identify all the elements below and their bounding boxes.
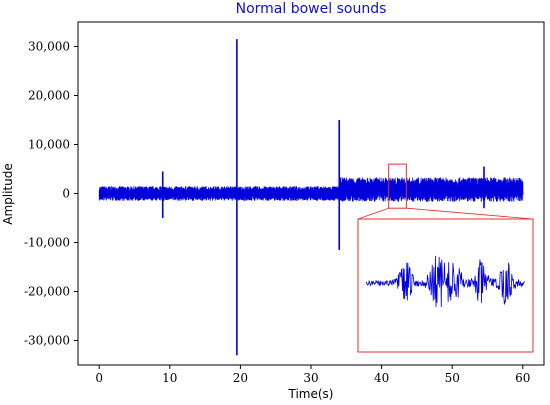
signal-line <box>98 177 524 202</box>
y-axis-label: Amplitude <box>1 163 15 225</box>
zoom-inset <box>357 207 534 353</box>
y-tick-label: 10,000 <box>28 138 70 152</box>
x-tick-label: 20 <box>233 371 248 385</box>
connector-line <box>406 207 534 220</box>
x-tick-label: 10 <box>162 371 177 385</box>
x-tick-label: 0 <box>95 371 103 385</box>
connector-line <box>357 207 389 220</box>
y-tick-label: -10,000 <box>24 236 70 250</box>
x-axis: 0 10 20 30 40 50 60 <box>95 365 530 385</box>
signal-trace <box>98 39 524 356</box>
inset-signal-line <box>365 255 526 307</box>
x-tick-label: 30 <box>303 371 318 385</box>
x-tick-label: 50 <box>445 371 460 385</box>
x-axis-label: Time(s) <box>288 387 334 401</box>
zoom-box <box>388 163 407 209</box>
y-tick-label: -20,000 <box>24 285 70 299</box>
y-tick-label: -30,000 <box>24 334 70 348</box>
x-tick-label: 40 <box>374 371 389 385</box>
chart-title: Normal bowel sounds <box>236 1 387 17</box>
y-tick-label: 20,000 <box>28 89 70 103</box>
y-axis: 30,000 20,000 10,000 0 -10,000 -20,000 -30,000 <box>24 40 78 348</box>
y-tick-label: 30,000 <box>28 40 70 54</box>
x-tick-label: 60 <box>515 371 530 385</box>
y-tick-label: 0 <box>62 187 70 201</box>
zoom-highlight <box>388 163 407 209</box>
